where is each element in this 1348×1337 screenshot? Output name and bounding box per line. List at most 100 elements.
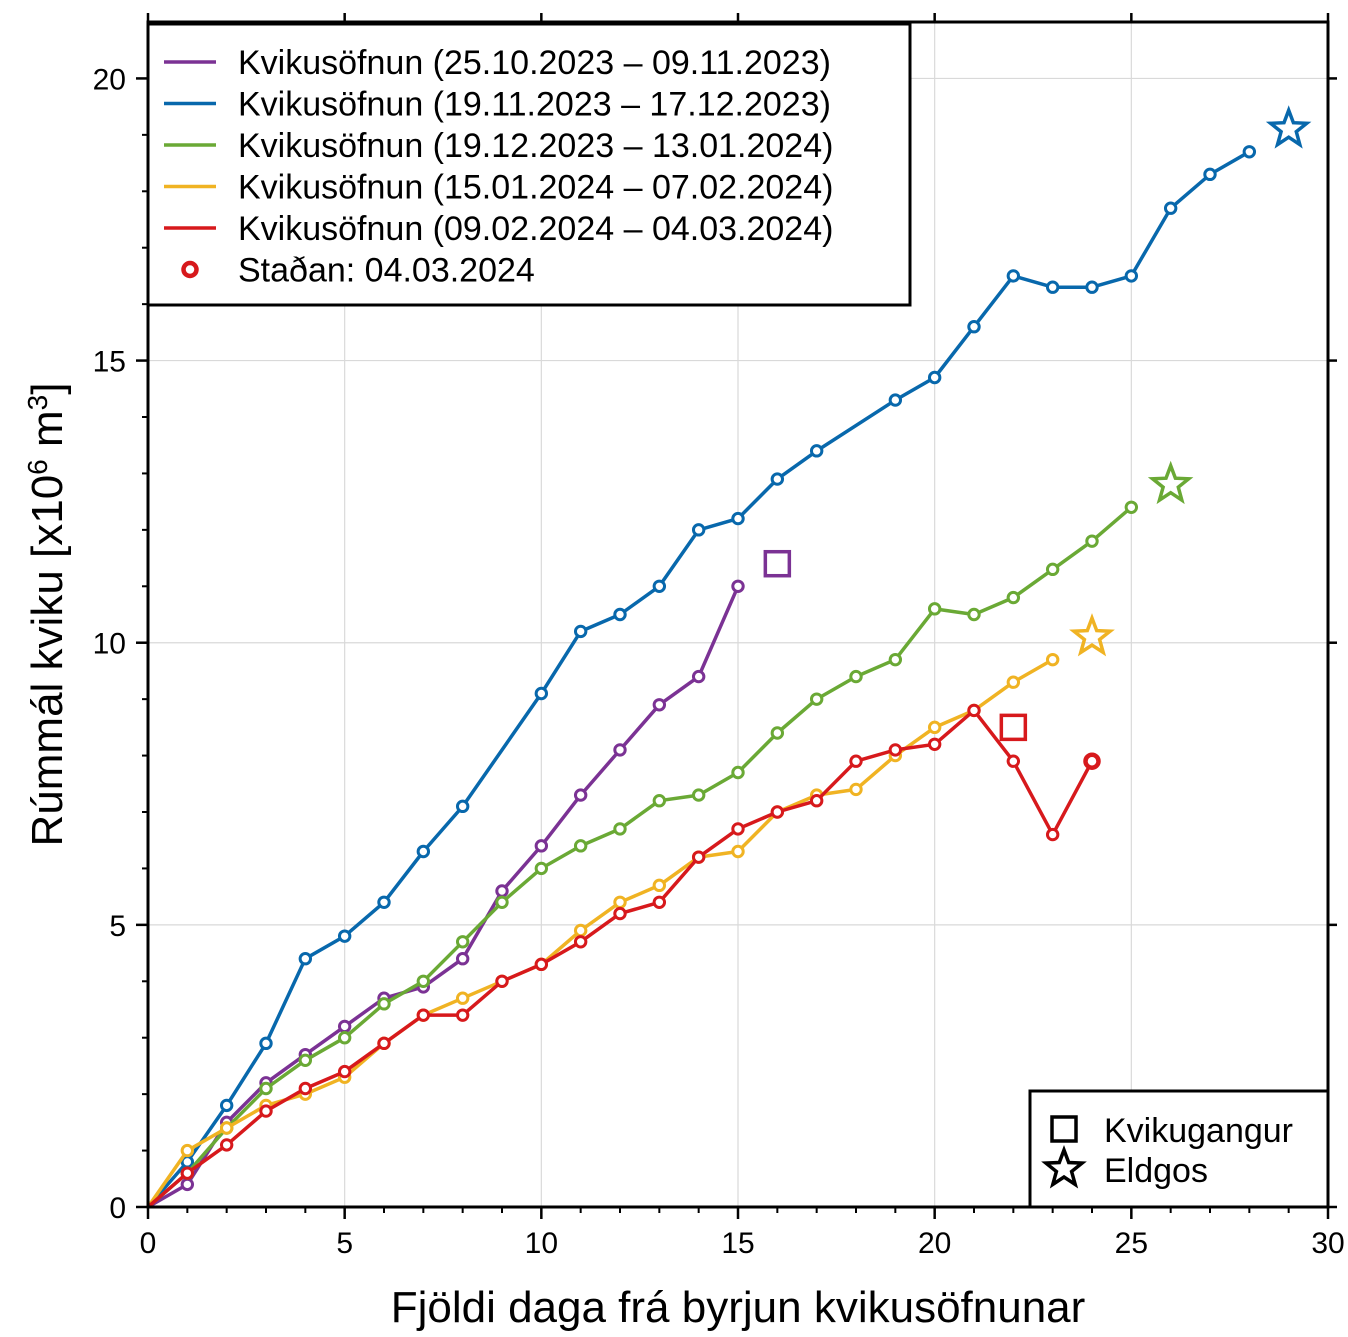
data-point <box>219 1138 234 1152</box>
data-point <box>298 1081 313 1096</box>
eruption-marker <box>1147 460 1194 505</box>
data-point <box>1124 500 1139 514</box>
data-point <box>573 624 588 639</box>
eruption-marker <box>1265 105 1312 149</box>
data-point <box>927 602 942 616</box>
data-point <box>849 754 863 768</box>
x-tick-label: 5 <box>336 1227 353 1260</box>
data-point <box>1124 269 1139 283</box>
data-point <box>377 997 391 1011</box>
data-point <box>691 669 706 684</box>
data-point <box>259 1036 273 1051</box>
series-3 <box>146 500 1139 1209</box>
data-point <box>534 839 549 853</box>
data-point <box>455 935 470 949</box>
data-point <box>573 788 588 802</box>
data-point <box>888 743 903 757</box>
data-point <box>573 839 588 853</box>
data-point <box>927 720 942 735</box>
y-axis-title-close: ] <box>23 383 72 395</box>
legend-current-label: Staðan: 04.03.2024 <box>238 252 535 290</box>
data-point <box>967 703 981 718</box>
data-point <box>652 878 667 893</box>
legend-label: Kvikusöfnun (19.12.2023 – 13.01.2024) <box>238 127 833 165</box>
legend-label: Kvikusöfnun (19.11.2023 – 17.12.2023) <box>238 86 831 124</box>
data-point <box>809 444 824 458</box>
data-point <box>180 1143 195 1158</box>
data-point <box>416 974 431 988</box>
series-line <box>146 505 1133 1209</box>
data-point <box>1085 280 1099 294</box>
data-point <box>573 923 588 938</box>
data-point <box>927 370 942 385</box>
data-point <box>180 1166 195 1180</box>
data-point <box>337 1019 352 1034</box>
series-4 <box>146 652 1060 1209</box>
data-point <box>967 607 981 622</box>
series-1 <box>147 579 745 1209</box>
data-point <box>1163 201 1178 215</box>
data-point <box>337 1031 352 1045</box>
event-markers <box>763 105 1312 770</box>
data-point <box>809 692 824 706</box>
data-point <box>1006 269 1021 283</box>
data-point <box>691 850 706 864</box>
data-point <box>298 1053 313 1067</box>
y-tick-label: 5 <box>109 910 126 943</box>
legend-eruption-label: Eldgos <box>1104 1152 1208 1190</box>
axes: 0 5 10 15 20 25 30 0 5 10 15 20 <box>93 13 1345 1260</box>
data-point <box>1242 145 1257 159</box>
data-point <box>731 579 745 593</box>
data-point <box>1045 827 1060 842</box>
data-point <box>416 1008 431 1022</box>
data-point <box>849 782 863 797</box>
data-point <box>573 935 588 949</box>
eruption-marker <box>1069 613 1115 657</box>
y-axis-title-exponent: 6 <box>22 459 53 475</box>
data-point <box>691 523 706 537</box>
data-point <box>455 799 470 814</box>
series-5 <box>146 703 1099 1209</box>
legend-label: Kvikusöfnun (25.10.2023 – 09.11.2023) <box>238 44 831 82</box>
data-point <box>888 652 903 667</box>
y-axis-title-unit-exponent: 3 <box>22 395 53 411</box>
x-tick-label: 25 <box>1115 1227 1148 1260</box>
data-point <box>455 952 470 966</box>
data-point <box>377 895 391 909</box>
data-point <box>809 794 824 808</box>
data-point <box>337 929 352 943</box>
data-point <box>377 1036 391 1051</box>
data-point <box>298 952 313 966</box>
data-point <box>495 974 509 988</box>
data-point <box>927 737 942 751</box>
data-point <box>731 844 745 859</box>
y-tick-label: 10 <box>93 628 126 661</box>
data-point <box>652 579 667 593</box>
data-point <box>1085 534 1099 548</box>
data-point <box>731 511 745 526</box>
y-axis-title-unit: m <box>23 410 72 459</box>
data-point <box>613 906 627 921</box>
legend-label: Kvikusöfnun (09.02.2024 – 04.03.2024) <box>238 210 833 248</box>
data-point <box>219 1098 234 1113</box>
data-point <box>849 669 863 684</box>
data-point <box>1045 562 1060 577</box>
data-point <box>455 1008 470 1022</box>
data-point <box>416 844 431 859</box>
data-point <box>180 1177 195 1192</box>
data-point <box>259 1081 273 1096</box>
data-point <box>652 895 667 909</box>
x-tick-label: 30 <box>1311 1227 1344 1260</box>
series-layer <box>146 145 1257 1209</box>
y-tick-label: 0 <box>109 1192 126 1225</box>
x-tick-label: 10 <box>525 1227 558 1260</box>
data-point <box>1045 280 1060 294</box>
data-point <box>770 472 785 486</box>
marker-legend-box <box>1028 1089 1330 1209</box>
y-axis-title-main: Rúmmál kviku [x10 <box>23 475 72 847</box>
legend-current-marker <box>181 260 199 279</box>
x-axis-title: Fjöldi daga frá byrjun kvikusöfnunar <box>391 1283 1086 1332</box>
data-point <box>534 861 549 876</box>
